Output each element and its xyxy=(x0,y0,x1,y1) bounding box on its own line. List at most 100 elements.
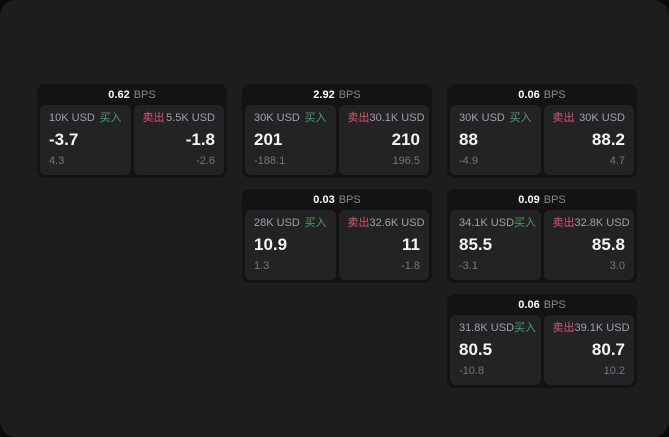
sell-change: -1.8 xyxy=(401,260,420,272)
sell-label: 卖出 xyxy=(552,217,575,229)
bps-unit: BPS xyxy=(543,89,566,101)
bps-header: 0.06 BPS xyxy=(447,294,637,315)
buy-panel[interactable]: 34.1K USD 买入 85.5 -3.1 xyxy=(450,210,541,280)
bps-header: 0.09 BPS xyxy=(447,189,637,210)
sell-change: 3.0 xyxy=(609,260,625,272)
buy-meta: 30K USD 买入 xyxy=(459,112,532,125)
bps-header: 0.03 BPS xyxy=(242,189,432,210)
buy-price: -3.7 xyxy=(49,130,79,149)
card-body: 30K USD 买入 88 -4.9 卖出 30K USD 88.2 4.7 xyxy=(447,105,637,178)
buy-meta: 28K USD 买入 xyxy=(254,217,327,230)
sell-price: 85.8 xyxy=(591,235,625,254)
sell-panel[interactable]: 卖出 32.6K USD 11 -1.8 xyxy=(338,210,429,280)
bps-unit: BPS xyxy=(543,194,566,206)
quote-card: 0.62 BPS 10K USD 买入 -3.7 4.3 卖出 5.5K USD xyxy=(37,84,227,178)
buy-amount: 10K USD xyxy=(49,112,95,124)
buy-price: 85.5 xyxy=(459,235,493,254)
buy-amount: 31.8K USD xyxy=(459,322,515,334)
sell-meta: 卖出 30K USD xyxy=(553,112,626,125)
sell-label: 卖出 xyxy=(347,112,370,124)
buy-price: 201 xyxy=(254,130,283,149)
buy-change: -188.1 xyxy=(254,155,286,167)
buy-label: 买入 xyxy=(514,322,537,334)
buy-panel[interactable]: 30K USD 买入 201 -188.1 xyxy=(245,105,336,175)
sell-meta: 卖出 39.1K USD xyxy=(552,322,630,335)
buy-meta: 10K USD 买入 xyxy=(49,112,122,125)
sell-amount: 39.1K USD xyxy=(574,322,630,334)
bps-header: 0.06 BPS xyxy=(447,84,637,105)
bps-unit: BPS xyxy=(543,299,566,311)
sell-amount: 32.6K USD xyxy=(369,217,425,229)
buy-price: 80.5 xyxy=(459,340,493,359)
sell-panel[interactable]: 卖出 39.1K USD 80.7 10.2 xyxy=(543,315,634,385)
sell-price: 210 xyxy=(391,130,420,149)
sell-panel[interactable]: 卖出 32.8K USD 85.8 3.0 xyxy=(543,210,634,280)
buy-change: -10.8 xyxy=(459,365,485,377)
sell-panel[interactable]: 卖出 30K USD 88.2 4.7 xyxy=(543,105,634,175)
buy-price: 10.9 xyxy=(254,235,288,254)
buy-label: 买入 xyxy=(304,112,327,124)
sell-change: 10.2 xyxy=(603,365,625,377)
buy-price: 88 xyxy=(459,130,478,149)
bps-header: 2.92 BPS xyxy=(242,84,432,105)
buy-panel[interactable]: 31.8K USD 买入 80.5 -10.8 xyxy=(450,315,541,385)
sell-price: 80.7 xyxy=(591,340,625,359)
bps-value: 0.06 xyxy=(518,299,540,311)
card-body: 10K USD 买入 -3.7 4.3 卖出 5.5K USD -1.8 -2.… xyxy=(37,105,227,178)
sell-amount: 30.1K USD xyxy=(369,112,425,124)
buy-amount: 30K USD xyxy=(459,112,505,124)
buy-panel[interactable]: 10K USD 买入 -3.7 4.3 xyxy=(40,105,131,175)
buy-label: 买入 xyxy=(509,112,532,124)
card-body: 31.8K USD 买入 80.5 -10.8 卖出 39.1K USD 80.… xyxy=(447,315,637,388)
sell-change: 4.7 xyxy=(609,155,625,167)
sell-amount: 5.5K USD xyxy=(166,112,215,124)
buy-label: 买入 xyxy=(514,217,537,229)
sell-amount: 30K USD xyxy=(579,112,625,124)
buy-change: -3.1 xyxy=(459,260,478,272)
buy-change: -4.9 xyxy=(459,155,478,167)
buy-panel[interactable]: 28K USD 买入 10.9 1.3 xyxy=(245,210,336,280)
quote-card: 0.06 BPS 30K USD 买入 88 -4.9 卖出 30K USD xyxy=(447,84,637,178)
sell-label: 卖出 xyxy=(552,322,575,334)
bps-value: 2.92 xyxy=(313,89,335,101)
sell-meta: 卖出 32.8K USD xyxy=(552,217,630,230)
sell-change: 196.5 xyxy=(392,155,420,167)
bps-unit: BPS xyxy=(133,89,156,101)
bps-value: 0.06 xyxy=(518,89,540,101)
sell-price: 11 xyxy=(402,235,420,254)
bps-value: 0.03 xyxy=(313,194,335,206)
sell-meta: 卖出 32.6K USD xyxy=(347,217,425,230)
bps-value: 0.09 xyxy=(518,194,540,206)
sell-panel[interactable]: 卖出 5.5K USD -1.8 -2.6 xyxy=(133,105,224,175)
buy-amount: 30K USD xyxy=(254,112,300,124)
buy-label: 买入 xyxy=(304,217,327,229)
bps-header: 0.62 BPS xyxy=(37,84,227,105)
sell-price: -1.8 xyxy=(185,130,215,149)
sell-label: 卖出 xyxy=(142,112,165,124)
quote-card: 0.09 BPS 34.1K USD 买入 85.5 -3.1 卖出 32.8K… xyxy=(447,189,637,283)
buy-label: 买入 xyxy=(99,112,122,124)
card-body: 34.1K USD 买入 85.5 -3.1 卖出 32.8K USD 85.8… xyxy=(447,210,637,283)
card-body: 28K USD 买入 10.9 1.3 卖出 32.6K USD 11 -1.8 xyxy=(242,210,432,283)
sell-label: 卖出 xyxy=(347,217,370,229)
sell-change: -2.6 xyxy=(196,155,215,167)
bps-value: 0.62 xyxy=(108,89,130,101)
quote-card: 0.03 BPS 28K USD 买入 10.9 1.3 卖出 32.6K US… xyxy=(242,189,432,283)
bps-unit: BPS xyxy=(338,89,361,101)
buy-change: 4.3 xyxy=(49,155,65,167)
quote-card: 0.06 BPS 31.8K USD 买入 80.5 -10.8 卖出 39.1… xyxy=(447,294,637,388)
sell-meta: 卖出 30.1K USD xyxy=(347,112,425,125)
sell-amount: 32.8K USD xyxy=(574,217,630,229)
sell-meta: 卖出 5.5K USD xyxy=(143,112,216,125)
buy-panel[interactable]: 30K USD 买入 88 -4.9 xyxy=(450,105,541,175)
sell-price: 88.2 xyxy=(591,130,625,149)
sell-label: 卖出 xyxy=(552,112,575,124)
buy-meta: 31.8K USD 买入 xyxy=(459,322,536,335)
buy-change: 1.3 xyxy=(254,260,270,272)
buy-meta: 34.1K USD 买入 xyxy=(459,217,536,230)
quote-cards-grid: 0.62 BPS 10K USD 买入 -3.7 4.3 卖出 5.5K USD xyxy=(37,84,637,388)
bps-unit: BPS xyxy=(338,194,361,206)
sell-panel[interactable]: 卖出 30.1K USD 210 196.5 xyxy=(338,105,429,175)
buy-meta: 30K USD 买入 xyxy=(254,112,327,125)
